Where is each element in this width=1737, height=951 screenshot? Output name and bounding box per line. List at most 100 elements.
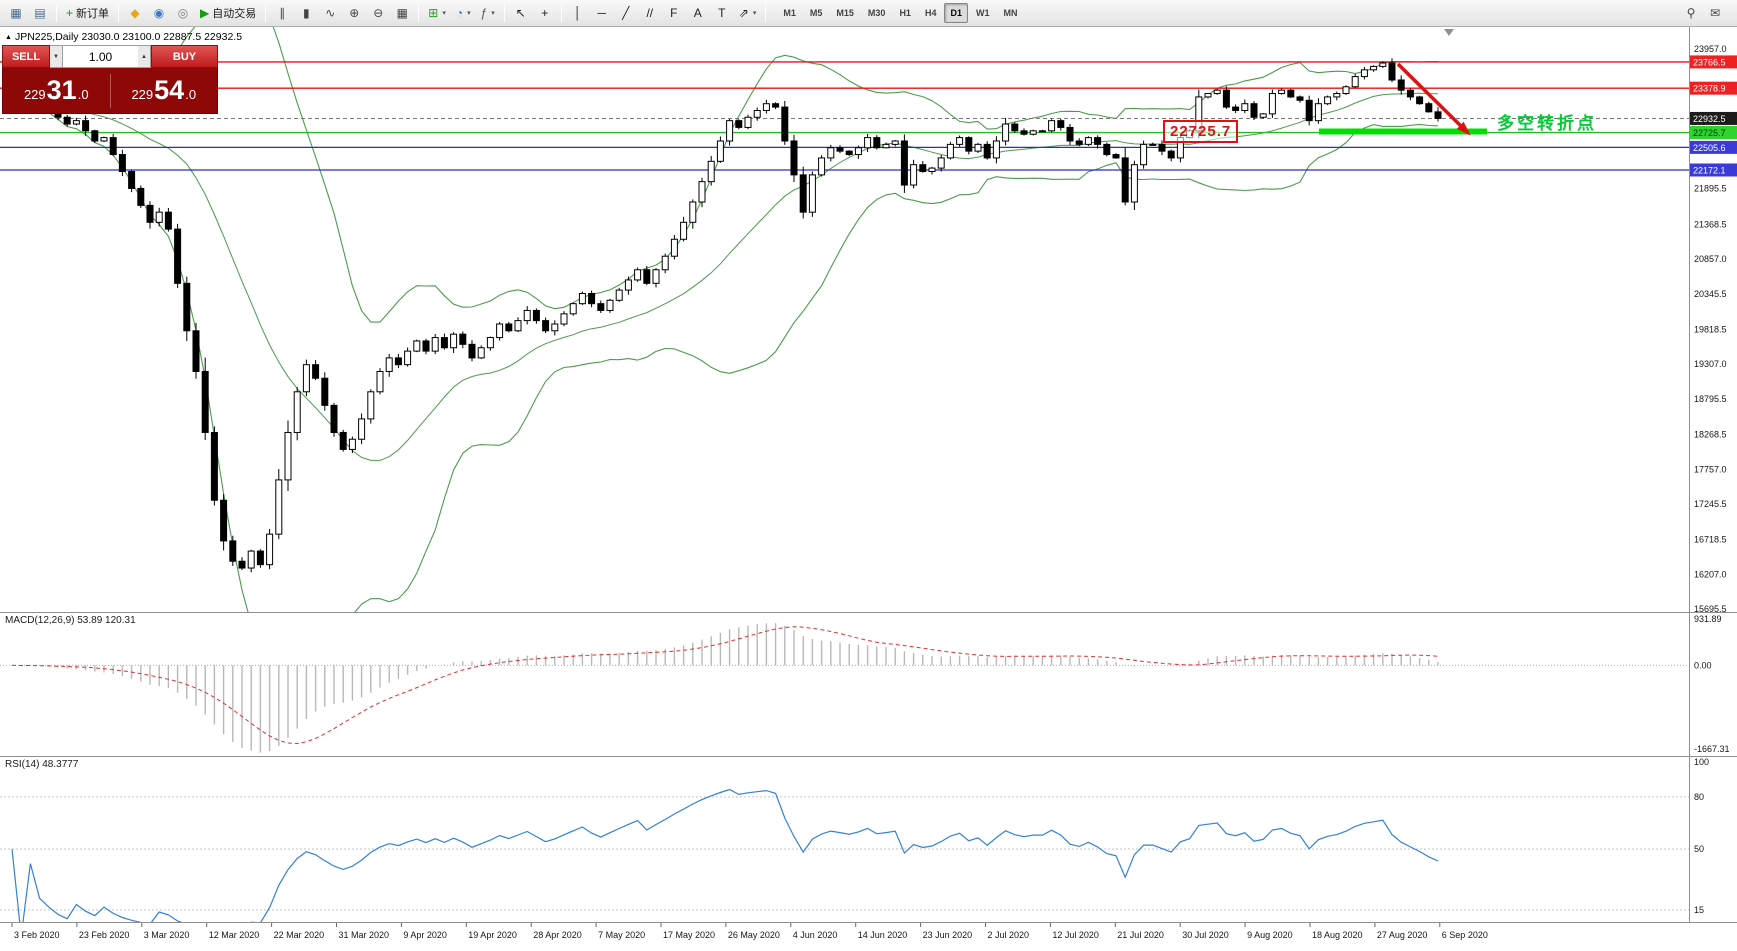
toolbar-separator [503,4,505,22]
date-axis-label: 30 Jul 2020 [1182,930,1229,940]
candle-body [468,343,476,359]
candle-body [1038,130,1046,133]
downtrend-arrow[interactable] [1396,62,1470,135]
candle-body [201,370,209,433]
candle-body [63,116,71,125]
new-chart-icon-icon: ▦ [10,6,22,20]
timeframe-button-h4[interactable]: H4 [924,8,937,18]
sell-price[interactable]: 229 31.0 [3,77,110,104]
templates-icon-button[interactable]: ⊞ ▾ [424,2,450,24]
market-watch-icon-button[interactable]: ◆ [124,2,146,24]
cursor-icon-button[interactable]: ↖ [510,2,532,24]
price-tick-label: 19818.5 [1694,325,1727,335]
support-highlight-bar[interactable] [1319,128,1487,135]
data-window-icon-button[interactable]: ◉ [148,2,170,24]
label-icon-icon: T [718,6,726,20]
new-order-button[interactable]: + 新订单 [62,2,113,24]
chevron-down-icon: ▾ [467,10,471,17]
chart-shift-marker[interactable] [1444,29,1454,36]
timeframe-button-m1[interactable]: M1 [783,8,796,18]
line-chart-icon-button[interactable]: ∿ [319,2,341,24]
price-tag [1690,55,1737,69]
toolbar-separator [560,4,562,22]
candle-body [910,164,918,186]
candle-body [1406,89,1414,98]
timeframe-button-m5[interactable]: M5 [809,8,823,18]
buy-price[interactable]: 229 54.0 [111,77,218,104]
candle-body [698,181,706,203]
candle-body [1388,62,1396,81]
candle-body [137,187,145,206]
price-tag [1690,125,1737,139]
buy-button[interactable]: BUY [151,45,218,68]
trendline-icon-icon: ╱ [622,6,630,20]
candle-body [1278,89,1286,95]
crosshair-icon-button[interactable]: + [534,2,556,24]
navigator-icon-button[interactable]: ◎ [172,2,194,24]
vertical-line-icon-button[interactable]: │ [567,2,589,24]
candle-body [247,550,255,569]
turning-point-label: 多空转折点 [1497,114,1597,133]
candle-body [321,377,329,406]
trade-panel-prices: 229 31.0 229 54.0 [2,68,218,114]
chat-icon-button[interactable]: ✉ [1704,2,1726,24]
timeframe-button-mn[interactable]: MN [1003,8,1018,18]
price-tick-label: 17757.0 [1694,464,1727,474]
timeframe-button-w1[interactable]: W1 [975,8,990,18]
one-click-trading-panel: SELL ▼ 1.00 ▲ BUY 229 31.0 229 54.0 [2,45,218,114]
new-chart-icon-button[interactable]: ▦ [5,2,27,24]
date-axis-label: 19 Apr 2020 [468,930,517,940]
indicators-icon-button[interactable]: ƒ ▾ [477,2,499,24]
bollinger-lower-band [11,96,1439,612]
chart-profile-icon-button[interactable]: ▤ [29,2,51,24]
indicators-icon-icon: ƒ [480,6,488,20]
candle-body [229,540,237,562]
candle-body [146,204,154,223]
lot-increase-button[interactable]: ▲ [138,45,151,68]
lot-decrease-button[interactable]: ▼ [50,45,63,68]
text-icon-button[interactable]: A [687,2,709,24]
fibonacci-icon-button[interactable]: F [663,2,685,24]
timeframe-button-m15[interactable]: M15 [836,8,854,18]
candle-body [937,157,945,169]
candlestick-chart-icon-button[interactable]: ▮ [295,2,317,24]
candle-body [330,404,338,433]
trendline-icon-button[interactable]: ╱ [615,2,637,24]
autotrading-button[interactable]: ▶ 自动交易 [196,2,260,24]
market-watch-icon-icon: ◆ [130,6,140,20]
label-icon-button[interactable]: T [711,2,733,24]
candle-body [1425,103,1433,113]
candle-body [1250,103,1258,118]
candle-body [1342,86,1350,95]
chat-icon-icon: ✉ [1709,6,1721,20]
zoom-in-icon-button[interactable]: ⊕ [343,2,365,24]
toolbar-separator [265,4,267,22]
price-callout-box[interactable]: 22725.7 [1163,120,1239,143]
bar-chart-icon-button[interactable]: ∥ [271,2,293,24]
date-axis-label: 9 Aug 2020 [1247,930,1293,940]
buy-price-prefix: 229 [131,87,154,102]
timeframe-button-d1[interactable]: D1 [944,3,968,23]
candle-body [422,340,430,352]
channel-icon-button[interactable]: // [639,2,661,24]
arrows-icon-button[interactable]: ⇗ ▾ [735,2,761,24]
toolbar-separator [56,4,57,22]
date-axis-label: 3 Mar 2020 [144,930,190,940]
date-axis-label: 23 Feb 2020 [79,930,130,940]
zoom-out-icon-button[interactable]: ⊖ [367,2,389,24]
sell-button[interactable]: SELL [2,45,50,68]
timeframe-button-m30[interactable]: M30 [867,8,886,18]
lot-size-input[interactable]: 1.00 [63,45,138,68]
candle-body [431,337,439,352]
timeframe-button-h1[interactable]: H1 [899,8,911,18]
candle-body [394,357,402,366]
tile-windows-icon-button[interactable]: ▦ [391,2,413,24]
candle-body [376,370,384,393]
candle-body [1397,79,1405,91]
horizontal-line-icon-button[interactable]: ─ [591,2,613,24]
search-icon-button[interactable]: ⚲ [1680,2,1702,24]
candle-body [597,303,605,311]
period-clock-icon-button[interactable]: ◔ ▾ [452,2,475,24]
